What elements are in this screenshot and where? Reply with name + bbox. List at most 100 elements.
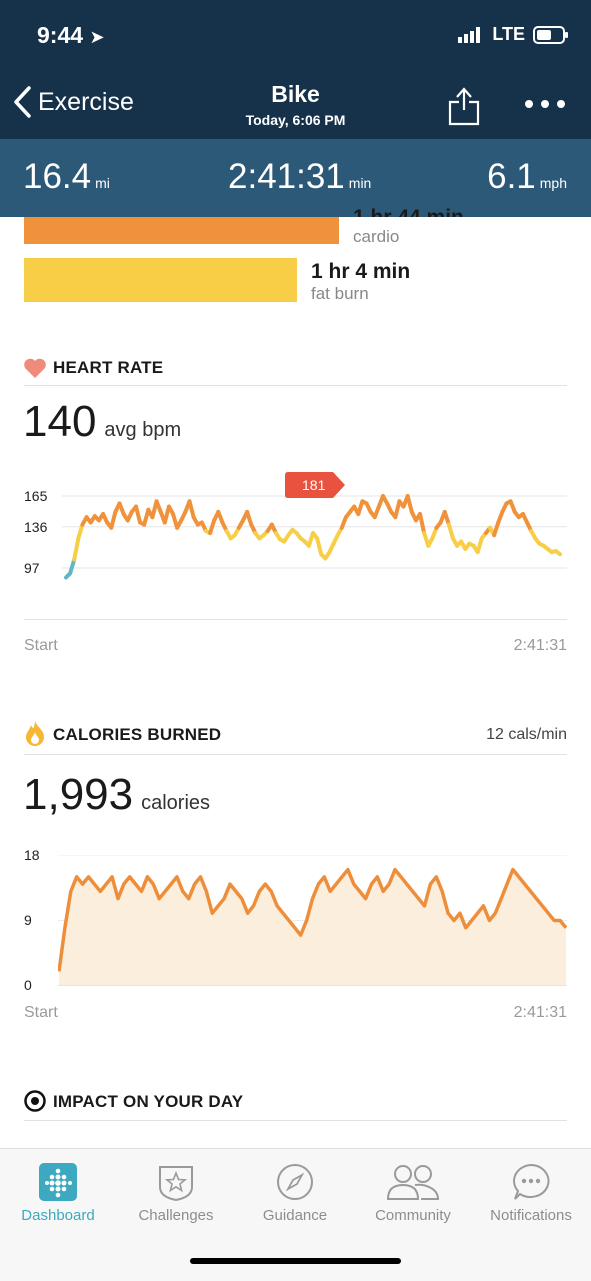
heart-icon <box>24 358 46 378</box>
hr-segment <box>187 499 196 520</box>
cal-ylabel-18: 18 <box>24 847 40 863</box>
impact-title: IMPACT ON YOUR DAY <box>53 1092 244 1111</box>
clock-text: 9:44 <box>37 22 84 48</box>
tab-community-label: Community <box>375 1207 451 1224</box>
hr-segment <box>208 518 217 536</box>
navigation-bar: Exercise Bike Today, 6:06 PM <box>0 75 591 139</box>
chevron-left-icon <box>14 86 31 118</box>
status-indicators: LTE <box>458 24 569 45</box>
tab-notifications[interactable]: Notifications <box>476 1163 586 1224</box>
stats-bar: 16.4 mi 2:41:31 min 6.1 mph <box>0 139 591 217</box>
distance-value: 16.4 <box>23 157 92 196</box>
guidance-icon <box>277 1164 313 1200</box>
hr-segment <box>442 509 451 527</box>
divider <box>24 619 567 620</box>
calories-chart <box>58 855 567 986</box>
tab-notifications-label: Notifications <box>490 1207 572 1224</box>
page-subtitle: Today, 6:06 PM <box>245 112 346 128</box>
status-bar: 9:44 ➤ LTE <box>0 0 591 75</box>
hr-segment <box>315 536 324 557</box>
home-indicator <box>190 1258 401 1264</box>
fat-burn-zone-sub: fat burn <box>311 284 369 303</box>
heart-rate-avg-value: 140 <box>23 397 97 446</box>
hr-segment <box>109 509 118 530</box>
tab-community[interactable]: Community <box>358 1163 468 1224</box>
hr-segment <box>446 522 455 541</box>
location-arrow-icon: ➤ <box>89 27 105 47</box>
calories-title: CALORIES BURNED <box>53 725 222 744</box>
flame-icon <box>26 721 44 746</box>
fat-burn-zone-bar <box>24 258 297 302</box>
cardio-zone-label-text: 1 hr 44 min <box>353 206 464 217</box>
tab-dashboard-label: Dashboard <box>21 1207 95 1224</box>
hr-segment <box>76 522 85 541</box>
peak-heart-rate-badge: 181 <box>285 472 347 498</box>
speed-value: 6.1 <box>487 157 536 196</box>
hr-segment <box>553 549 562 557</box>
cal-ylabel-0: 0 <box>24 977 32 993</box>
calories-summary: 1,993 calories <box>23 770 210 820</box>
dot <box>525 100 533 108</box>
cardio-zone-bar <box>24 217 339 244</box>
cardio-zone-label: 1 hr 44 min <box>353 206 464 217</box>
clock: 9:44 ➤ <box>37 22 105 49</box>
hr-segment <box>72 536 81 562</box>
back-button[interactable]: Exercise <box>12 85 134 119</box>
tab-challenges[interactable]: Challenges <box>121 1163 231 1224</box>
heart-rate-chart <box>62 494 567 580</box>
challenges-icon <box>159 1166 193 1201</box>
hr-ylabel-165: 165 <box>24 488 48 504</box>
target-icon <box>24 1090 46 1112</box>
peak-badge-shape <box>285 472 345 498</box>
tab-guidance[interactable]: Guidance <box>240 1163 350 1224</box>
signal-icon <box>458 26 481 43</box>
heart-rate-avg-unit: avg bpm <box>104 419 182 441</box>
network-label: LTE <box>492 24 525 44</box>
calories-total-unit: calories <box>141 792 211 814</box>
page-title: Bike <box>271 81 320 107</box>
distance-stat: 16.4 mi <box>23 157 110 197</box>
distance-unit: mi <box>95 175 110 191</box>
hr-segment <box>356 499 365 516</box>
hr-segment <box>405 494 414 514</box>
cal-start-label: Start <box>24 1004 58 1021</box>
hr-segment <box>245 509 254 527</box>
fat-burn-zone-label: 1 hr 4 min <box>311 260 411 283</box>
heart-rate-summary: 140 avg bpm <box>23 397 181 447</box>
duration-unit: min <box>348 175 372 191</box>
heart-rate-title: HEART RATE <box>53 358 164 377</box>
cardio-zone-sub: cardio <box>353 227 400 246</box>
calories-area <box>59 869 566 986</box>
hr-segment <box>475 536 484 555</box>
duration-value: 2:41:31 <box>228 157 345 196</box>
share-icon[interactable] <box>446 80 482 126</box>
calories-rate: 12 cals/min <box>486 726 567 743</box>
hr-segment <box>68 557 77 576</box>
tab-dashboard[interactable]: Dashboard <box>3 1163 113 1224</box>
peak-heart-rate-value: 181 <box>302 477 326 493</box>
battery-icon <box>533 25 568 44</box>
speed-unit: mph <box>539 175 567 191</box>
hr-segment <box>418 512 427 536</box>
back-label: Exercise <box>38 87 134 116</box>
cal-end-label: 2:41:31 <box>513 1004 567 1021</box>
divider <box>24 385 567 386</box>
hr-end-label: 2:41:31 <box>513 637 567 654</box>
dashboard-icon <box>39 1163 77 1201</box>
cal-ylabel-9: 9 <box>24 912 32 928</box>
dot <box>541 100 549 108</box>
hr-ylabel-97: 97 <box>24 560 40 576</box>
calories-total-value: 1,993 <box>23 770 134 819</box>
tab-challenges-label: Challenges <box>138 1207 214 1224</box>
hr-segment <box>393 499 402 520</box>
divider <box>24 1120 567 1121</box>
hr-start-label: Start <box>24 637 58 654</box>
dot <box>557 100 565 108</box>
speed-stat: 6.1 mph <box>487 157 567 197</box>
notifications-icon <box>513 1163 550 1200</box>
tab-guidance-label: Guidance <box>262 1207 328 1224</box>
calories-line <box>58 867 567 972</box>
hr-ylabel-136: 136 <box>24 519 48 535</box>
hr-segment <box>133 504 143 525</box>
more-options-icon[interactable] <box>525 100 565 108</box>
